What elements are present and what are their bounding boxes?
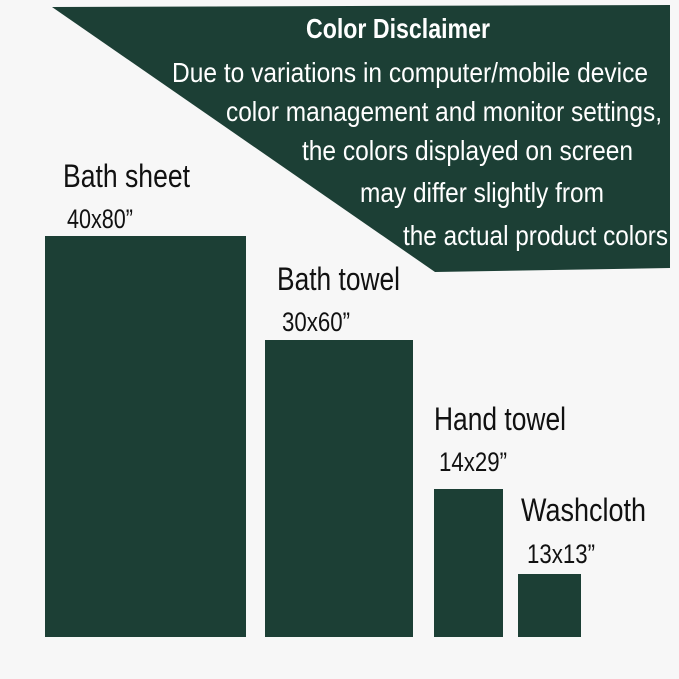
product-name: Bath sheet xyxy=(63,158,190,194)
product-size: 14x29” xyxy=(439,447,507,477)
product-size: 30x60” xyxy=(282,307,350,337)
product-name: Hand towel xyxy=(434,401,566,437)
disclaimer-line: Due to variations in computer/mobile dev… xyxy=(172,57,648,88)
product-name: Washcloth xyxy=(521,492,646,528)
disclaimer-banner xyxy=(52,5,670,272)
disclaimer-line: may differ slightly from xyxy=(360,177,604,208)
washcloth-swatch xyxy=(518,574,581,637)
bath-towel-swatch xyxy=(265,340,413,637)
disclaimer-line: color management and monitor settings, xyxy=(226,96,662,127)
product-size: 13x13” xyxy=(527,539,595,569)
disclaimer-line: the colors displayed on screen xyxy=(302,135,633,166)
disclaimer-title: Color Disclaimer xyxy=(306,13,490,44)
hand-towel-swatch xyxy=(434,489,503,637)
product-name: Bath towel xyxy=(277,261,400,297)
product-size: 40x80” xyxy=(67,204,133,234)
disclaimer-line: the actual product colors xyxy=(403,220,668,251)
bath-sheet-swatch xyxy=(45,236,246,637)
